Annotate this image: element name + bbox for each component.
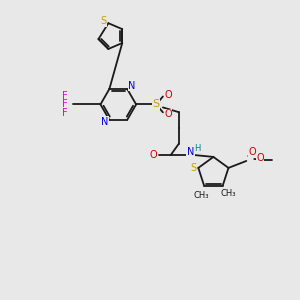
Text: O: O (164, 89, 172, 100)
Text: O: O (248, 147, 256, 157)
Text: S: S (190, 163, 196, 173)
Text: F: F (62, 91, 68, 100)
Text: O: O (149, 150, 157, 160)
Text: N: N (187, 147, 194, 157)
Text: S: S (100, 16, 106, 26)
Text: O: O (256, 153, 264, 163)
Text: O: O (164, 109, 172, 119)
Text: H: H (194, 143, 201, 152)
Text: S: S (152, 99, 160, 110)
Text: N: N (128, 81, 136, 91)
Text: F: F (62, 108, 68, 118)
Text: CH₃: CH₃ (221, 189, 236, 198)
Text: CH₃: CH₃ (194, 191, 209, 200)
Text: F: F (62, 99, 68, 110)
Text: N: N (101, 117, 108, 127)
